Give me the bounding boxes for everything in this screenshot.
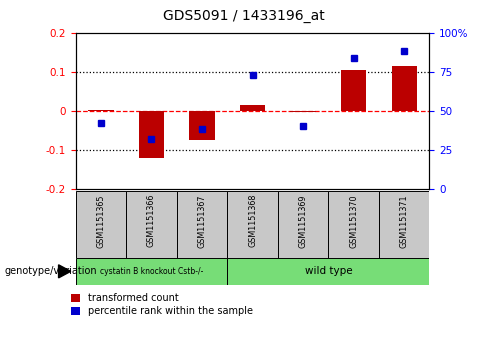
- Bar: [391, 66, 417, 111]
- Bar: [341, 70, 366, 111]
- Bar: [290, 111, 316, 112]
- Text: GSM1151371: GSM1151371: [400, 194, 408, 248]
- Text: GDS5091 / 1433196_at: GDS5091 / 1433196_at: [163, 9, 325, 23]
- Text: GSM1151370: GSM1151370: [349, 194, 358, 248]
- Text: GSM1151369: GSM1151369: [299, 194, 307, 248]
- Text: wild type: wild type: [305, 266, 352, 276]
- Bar: [240, 105, 265, 111]
- Text: cystatin B knockout Cstb-/-: cystatin B knockout Cstb-/-: [100, 267, 203, 276]
- Text: GSM1151368: GSM1151368: [248, 194, 257, 248]
- Bar: [88, 110, 114, 111]
- Text: genotype/variation: genotype/variation: [5, 266, 98, 276]
- Text: GSM1151366: GSM1151366: [147, 194, 156, 248]
- Bar: [278, 191, 328, 258]
- Bar: [126, 191, 177, 258]
- Bar: [189, 111, 215, 140]
- Text: GSM1151365: GSM1151365: [97, 194, 105, 248]
- Bar: [177, 191, 227, 258]
- Legend: transformed count, percentile rank within the sample: transformed count, percentile rank withi…: [71, 293, 253, 317]
- Bar: [76, 191, 126, 258]
- Bar: [227, 191, 278, 258]
- Bar: [76, 258, 227, 285]
- Text: GSM1151367: GSM1151367: [198, 194, 206, 248]
- Bar: [227, 258, 429, 285]
- Bar: [328, 191, 379, 258]
- Bar: [139, 111, 164, 158]
- Bar: [379, 191, 429, 258]
